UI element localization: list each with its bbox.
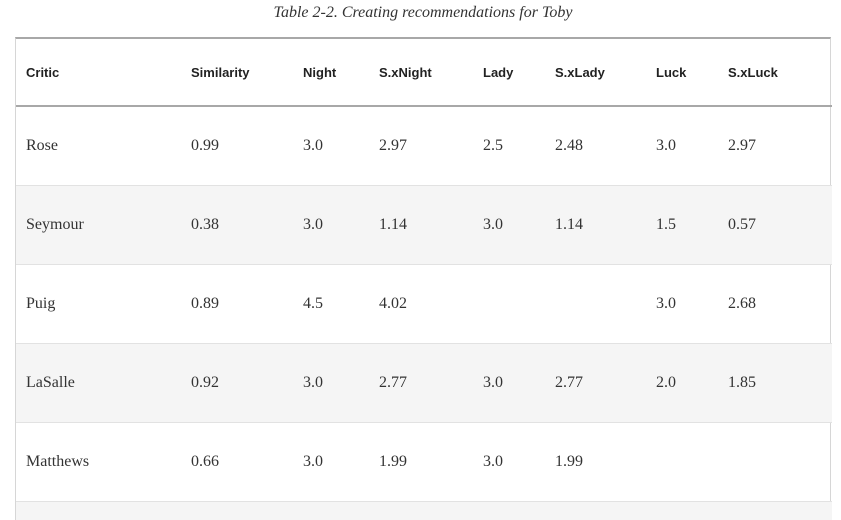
header-s-x-lady: S.xLady (555, 39, 656, 107)
table-row: Rose 0.99 3.0 2.97 2.5 2.48 3.0 2.97 (16, 106, 832, 186)
cell-s-x-night: 1.14 (379, 185, 483, 265)
cell-s-x-night (379, 501, 483, 520)
cell-night: 3.0 (303, 106, 379, 186)
cell-night: 3.0 (303, 422, 379, 502)
cell-similarity: 0.38 (191, 185, 303, 265)
cell-luck: 1.5 (656, 185, 728, 265)
cell-night (303, 501, 379, 520)
header-s-x-night: S.xNight (379, 39, 483, 107)
cell-similarity: 0.92 (191, 343, 303, 423)
cell-s-x-night: 2.97 (379, 106, 483, 186)
cell-s-x-night: 2.77 (379, 343, 483, 423)
table-row (16, 501, 832, 520)
cell-s-x-lady: 2.48 (555, 106, 656, 186)
cell-critic: Rose (16, 106, 191, 186)
cell-night: 4.5 (303, 264, 379, 344)
cell-s-x-night: 4.02 (379, 264, 483, 344)
cell-lady: 3.0 (483, 185, 555, 265)
cell-s-x-lady (555, 264, 656, 344)
cell-luck: 3.0 (656, 264, 728, 344)
cell-s-x-luck: 2.97 (728, 106, 832, 186)
recommendations-table-container: Critic Similarity Night S.xNight Lady S.… (15, 37, 832, 520)
cell-s-x-luck (728, 501, 832, 520)
cell-luck: 3.0 (656, 106, 728, 186)
cell-night: 3.0 (303, 343, 379, 423)
cell-critic: Matthews (16, 422, 191, 502)
table-caption: Table 2-2. Creating recommendations for … (273, 4, 573, 21)
cell-luck (656, 422, 728, 502)
cell-similarity: 0.99 (191, 106, 303, 186)
cell-lady: 2.5 (483, 106, 555, 186)
header-row: Critic Similarity Night S.xNight Lady S.… (16, 39, 832, 107)
cell-similarity: 0.89 (191, 264, 303, 344)
cell-s-x-luck (728, 422, 832, 502)
cell-lady: 3.0 (483, 343, 555, 423)
header-luck: Luck (656, 39, 728, 107)
table-row: Puig 0.89 4.5 4.02 3.0 2.68 (16, 264, 832, 344)
cell-critic: Seymour (16, 185, 191, 265)
cell-lady (483, 501, 555, 520)
header-critic: Critic (16, 39, 191, 107)
cell-s-x-luck: 2.68 (728, 264, 832, 344)
cell-night: 3.0 (303, 185, 379, 265)
cell-s-x-lady (555, 501, 656, 520)
cell-luck (656, 501, 728, 520)
cell-s-x-lady: 1.14 (555, 185, 656, 265)
header-s-x-luck: S.xLuck (728, 39, 832, 107)
cell-similarity (191, 501, 303, 520)
cell-s-x-lady: 1.99 (555, 422, 656, 502)
cell-lady: 3.0 (483, 422, 555, 502)
header-night: Night (303, 39, 379, 107)
table-row: LaSalle 0.92 3.0 2.77 3.0 2.77 2.0 1.85 (16, 343, 832, 423)
table-row: Matthews 0.66 3.0 1.99 3.0 1.99 (16, 422, 832, 502)
cell-critic: Puig (16, 264, 191, 344)
header-lady: Lady (483, 39, 555, 107)
cell-critic: LaSalle (16, 343, 191, 423)
header-similarity: Similarity (191, 39, 303, 107)
cell-lady (483, 264, 555, 344)
cell-luck: 2.0 (656, 343, 728, 423)
cell-critic (16, 501, 191, 520)
cell-s-x-lady: 2.77 (555, 343, 656, 423)
cell-similarity: 0.66 (191, 422, 303, 502)
cell-s-x-luck: 1.85 (728, 343, 832, 423)
cell-s-x-night: 1.99 (379, 422, 483, 502)
cell-s-x-luck: 0.57 (728, 185, 832, 265)
table-row: Seymour 0.38 3.0 1.14 3.0 1.14 1.5 0.57 (16, 185, 832, 265)
recommendations-table: Critic Similarity Night S.xNight Lady S.… (16, 39, 832, 520)
